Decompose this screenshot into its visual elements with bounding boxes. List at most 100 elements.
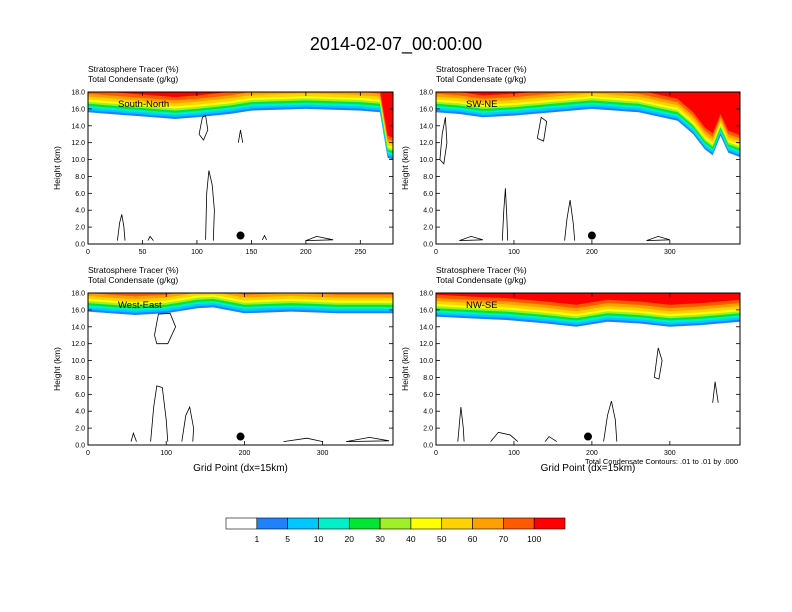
condensate-contour	[283, 437, 323, 442]
y-tick-label: 8.0	[423, 174, 433, 181]
condensate-contour	[117, 214, 126, 241]
x-tick-label: 250	[354, 249, 366, 256]
y-tick-label: 4.0	[423, 208, 433, 215]
y-tick-label: 14.0	[71, 324, 85, 331]
panel-title-line2: Total Condensate (g/kg)	[436, 275, 526, 285]
legend-label: 1	[254, 534, 259, 544]
legend-swatch	[348, 517, 381, 530]
plot-area	[88, 92, 393, 244]
panel-title-line2: Total Condensate (g/kg)	[88, 74, 178, 84]
y-tick-label: 4.0	[75, 208, 85, 215]
x-tick-label: 100	[160, 450, 172, 457]
panel-south-north: 0.0 2.0 4.0 6.0 8.0 10.0 12.0 14.0 16.0 18.0 0 50 10…	[52, 64, 394, 256]
y-tick-label: 0.0	[423, 242, 433, 249]
panel-title-line2: Total Condensate (g/kg)	[436, 74, 526, 84]
y-tick-label: 14.0	[419, 324, 433, 331]
x-tick-label: 0	[86, 249, 90, 256]
plot-frame	[87, 91, 394, 245]
plot-frame	[435, 292, 741, 446]
condensate-contour	[457, 406, 465, 442]
condensate-contour	[205, 170, 215, 241]
y-tick-label: 18.0	[419, 90, 433, 97]
condensate-contour	[536, 116, 548, 142]
condensate-contour	[544, 436, 558, 442]
tracer-band	[88, 92, 393, 144]
tracer-band	[86, 285, 395, 293]
tracer-band	[436, 92, 740, 147]
tracer-band	[436, 293, 740, 305]
x-tick-label: 200	[586, 450, 598, 457]
plot-area	[436, 92, 740, 244]
x-tick-label: 0	[434, 249, 438, 256]
y-tick-label: 6.0	[75, 392, 85, 399]
legend-swatch	[287, 517, 319, 530]
panel-label: SW-NE	[466, 99, 498, 110]
condensate-contour	[501, 188, 509, 241]
condensate-contour	[305, 235, 334, 241]
x-tick-label: 0	[86, 450, 90, 457]
legend-label: 10	[314, 534, 324, 544]
y-tick-label: 6.0	[423, 191, 433, 198]
y-tick-label: 8.0	[423, 375, 433, 382]
panel-west-east: 0.0 2.0 4.0 6.0 8.0 10.0 12.0 14.0 16.0 18.0 0 100 2…	[52, 265, 395, 474]
y-tick-label: 16.0	[419, 106, 433, 113]
figure-title: 2014-02-07_00:00:00	[310, 34, 482, 55]
panel-label: South-North	[118, 99, 169, 110]
legend-swatch	[379, 517, 412, 530]
condensate-contour	[147, 235, 154, 241]
y-tick-label: 10.0	[71, 157, 85, 164]
legend-swatch	[410, 517, 443, 530]
legend-swatch	[256, 517, 288, 530]
legend-swatch	[533, 517, 566, 530]
legend-label: 20	[345, 534, 355, 544]
tracer-band	[88, 293, 393, 297]
location-marker	[236, 432, 245, 441]
condensate-contour	[181, 405, 195, 442]
condensate-contour	[198, 114, 209, 141]
contour-footnote: Total Condensate Contours: .01 to .01 by…	[585, 457, 738, 466]
y-tick-label: 16.0	[71, 307, 85, 314]
condensate-contour	[130, 431, 137, 442]
legend-label: 100	[527, 534, 541, 544]
y-tick-label: 16.0	[71, 106, 85, 113]
location-marker	[236, 231, 245, 240]
x-tick-label: 0	[434, 450, 438, 457]
condensate-contour	[261, 234, 267, 240]
y-tick-label: 10.0	[419, 358, 433, 365]
x-tick-label: 50	[139, 249, 147, 256]
plot-frame	[435, 91, 741, 245]
y-tick-label: 6.0	[75, 191, 85, 198]
color-legend: 1 5 10 20 30 40 50 60 70 100	[225, 517, 566, 544]
x-tick-label: 300	[664, 249, 676, 256]
y-tick-label: 4.0	[423, 409, 433, 416]
panel-title-line1: Stratosphere Tracer (%)	[88, 265, 179, 275]
x-tick-label: 300	[664, 450, 676, 457]
condensate-contour	[603, 400, 618, 442]
condensate-contour	[490, 431, 519, 442]
y-tick-label: 8.0	[75, 174, 85, 181]
plot-area	[86, 285, 395, 445]
y-tick-label: 12.0	[71, 341, 85, 348]
x-tick-label: 200	[586, 249, 598, 256]
y-tick-label: 12.0	[71, 140, 85, 147]
y-tick-label: 0.0	[75, 242, 85, 249]
panel-label: NW-SE	[466, 300, 498, 311]
legend-label: 5	[285, 534, 290, 544]
y-axis-label: Height (km)	[400, 146, 410, 190]
location-marker	[584, 432, 592, 441]
y-tick-label: 8.0	[75, 375, 85, 382]
plot-background	[88, 92, 393, 244]
panels: 0.0 2.0 4.0 6.0 8.0 10.0 12.0 14.0 16.0 18.0 0 50 10…	[52, 64, 741, 474]
y-tick-label: 0.0	[423, 443, 433, 450]
y-tick-label: 16.0	[419, 307, 433, 314]
x-tick-label: 200	[239, 450, 251, 457]
condensate-contour	[237, 129, 244, 143]
condensate-contour	[439, 117, 448, 165]
y-tick-label: 14.0	[419, 123, 433, 130]
legend-label: 30	[375, 534, 385, 544]
y-tick-label: 2.0	[75, 426, 85, 433]
panel-title-line1: Stratosphere Tracer (%)	[436, 265, 527, 275]
y-tick-label: 2.0	[423, 426, 433, 433]
panel-title-line1: Stratosphere Tracer (%)	[88, 64, 179, 74]
